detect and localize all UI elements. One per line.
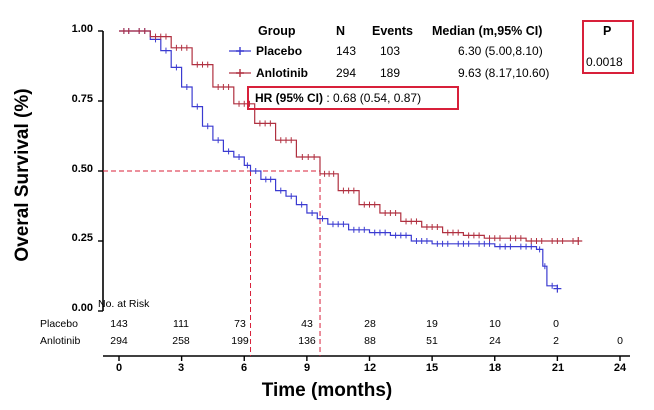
risk-row-label-placebo: Placebo bbox=[40, 318, 78, 330]
legend-marker-placebo bbox=[236, 47, 244, 55]
legend-placebo-group: Placebo bbox=[256, 44, 303, 58]
y-tick-label: 1.00 bbox=[71, 23, 93, 35]
risk-count: 136 bbox=[298, 335, 316, 347]
censor-mark-placebo bbox=[553, 284, 562, 293]
y-axis-label-wrap: Overal Survival (%) bbox=[8, 60, 38, 290]
p-value-box bbox=[582, 20, 634, 74]
risk-count: 0 bbox=[617, 335, 623, 347]
risk-count: 10 bbox=[489, 318, 501, 330]
x-axis-label: Time (months) bbox=[261, 380, 393, 401]
x-tick-label: 3 bbox=[177, 362, 185, 374]
x-tick-label: 18 bbox=[488, 362, 502, 374]
x-tick-label: 9 bbox=[303, 362, 311, 374]
legend-header-events: Events bbox=[372, 24, 413, 38]
survival-curves bbox=[119, 28, 583, 293]
risk-count: 258 bbox=[172, 335, 190, 347]
legend-anlotinib-events: 189 bbox=[380, 66, 401, 80]
risk-count: 0 bbox=[553, 318, 559, 330]
legend-placebo-median: 6.30 (5.00,8.10) bbox=[458, 44, 543, 58]
x-tick-label: 12 bbox=[363, 362, 377, 374]
axes bbox=[98, 30, 630, 361]
median-reference-lines bbox=[103, 170, 321, 356]
risk-count: 73 bbox=[234, 318, 246, 330]
p-value: 0.0018 bbox=[586, 55, 623, 69]
x-tick-label: 0 bbox=[115, 362, 123, 374]
x-tick-label: 24 bbox=[613, 362, 627, 374]
risk-count: 2 bbox=[553, 335, 559, 347]
risk-count: 143 bbox=[110, 318, 128, 330]
hr-value: : 0.68 (0.54, 0.87) bbox=[326, 91, 422, 105]
legend-anlotinib-median: 9.63 (8.17,10.60) bbox=[458, 66, 550, 80]
y-tick-label: 0.25 bbox=[71, 232, 93, 244]
risk-count: 43 bbox=[301, 318, 313, 330]
censor-mark-anlotinib bbox=[574, 237, 583, 245]
legend-placebo-n: 143 bbox=[336, 44, 357, 58]
legend-anlotinib-n: 294 bbox=[336, 66, 357, 80]
x-tick-label: 15 bbox=[425, 362, 439, 374]
legend-placebo-events: 103 bbox=[380, 44, 401, 58]
risk-count: 88 bbox=[364, 335, 376, 347]
x-tick-label: 21 bbox=[551, 362, 565, 374]
risk-count: 51 bbox=[426, 335, 438, 347]
risk-count: 199 bbox=[231, 335, 249, 347]
y-axis-label: Overal Survival (%) bbox=[12, 88, 33, 262]
x-tick-label: 6 bbox=[240, 362, 248, 374]
km-curve-placebo bbox=[119, 30, 558, 289]
legend-header-n: N bbox=[336, 24, 346, 38]
y-tick-label: 0.75 bbox=[71, 93, 93, 105]
risk-count: 111 bbox=[173, 318, 189, 330]
legend-marks bbox=[229, 47, 251, 77]
hr-label: HR (95% CI) bbox=[255, 91, 324, 105]
risk-row-label-anlotinib: Anlotinib bbox=[40, 335, 81, 347]
hazard-ratio-box: HR (95% CI) : 0.68 (0.54, 0.87) bbox=[247, 86, 459, 110]
y-tick-label: 0.00 bbox=[71, 302, 93, 314]
legend-anlotinib-group: Anlotinib bbox=[256, 66, 308, 80]
legend-header-group: Group bbox=[258, 24, 296, 38]
risk-count: 19 bbox=[426, 318, 438, 330]
km-curve-anlotinib bbox=[119, 30, 579, 242]
y-tick-label: 0.50 bbox=[71, 163, 93, 175]
legend-marker-anlotinib bbox=[236, 69, 244, 77]
risk-count: 28 bbox=[364, 318, 376, 330]
risk-count: 294 bbox=[110, 335, 128, 347]
legend-header-p: P bbox=[603, 24, 612, 38]
risk-table-title: No. at Risk bbox=[98, 298, 150, 310]
risk-count: 24 bbox=[489, 335, 501, 347]
legend-header-median: Median (m,95% CI) bbox=[432, 24, 543, 38]
